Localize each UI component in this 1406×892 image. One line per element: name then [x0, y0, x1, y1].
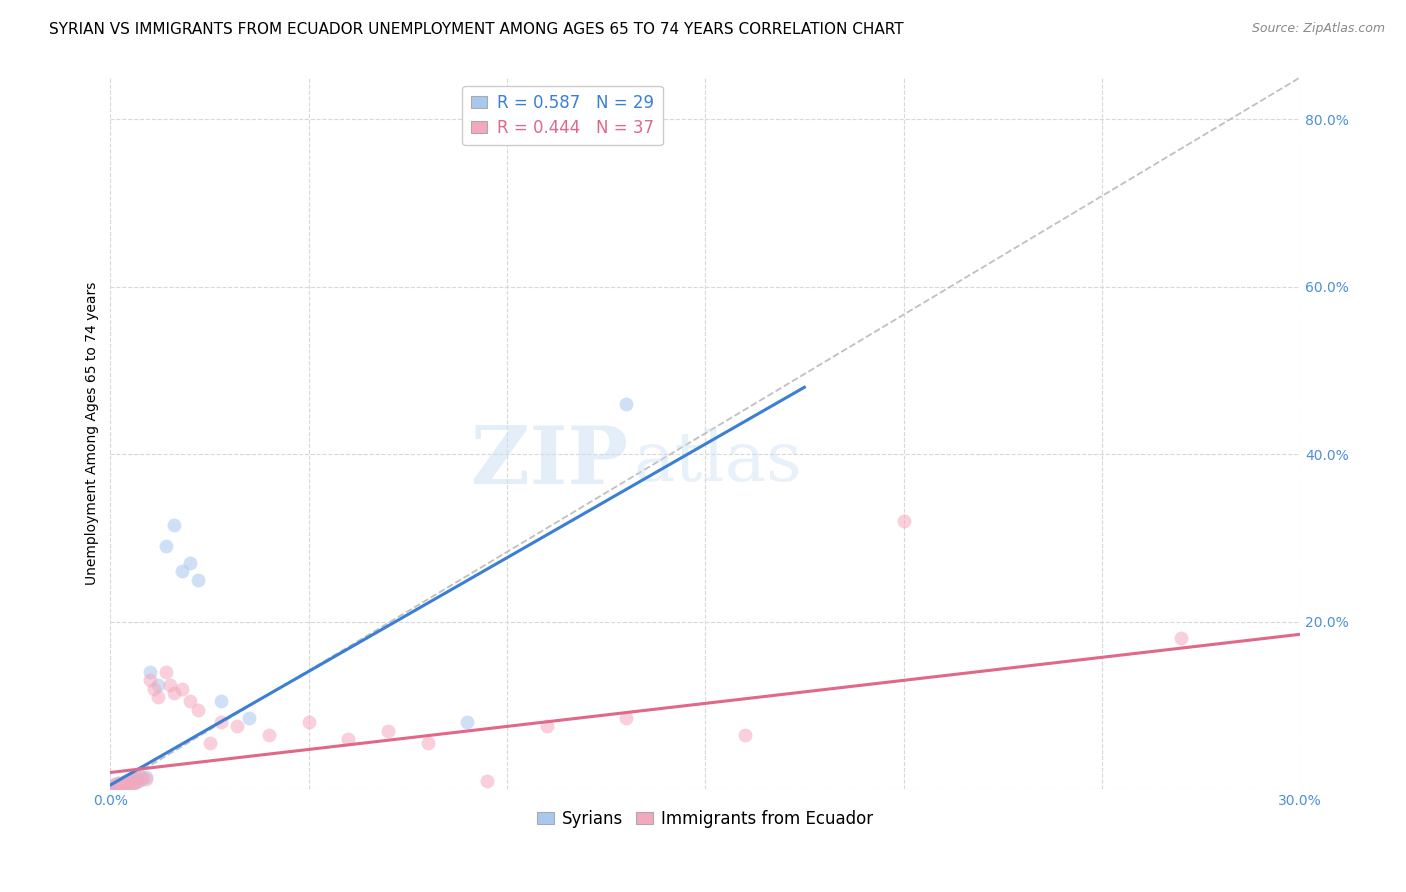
- Point: [111, 779, 134, 793]
- Point: [107, 775, 129, 789]
- Point: [115, 778, 138, 792]
- Text: Source: ZipAtlas.com: Source: ZipAtlas.com: [1251, 22, 1385, 36]
- Point: [107, 778, 129, 792]
- Point: [122, 775, 145, 789]
- Point: [131, 772, 153, 787]
- Point: [127, 773, 149, 788]
- Text: SYRIAN VS IMMIGRANTS FROM ECUADOR UNEMPLOYMENT AMONG AGES 65 TO 74 YEARS CORRELA: SYRIAN VS IMMIGRANTS FROM ECUADOR UNEMPL…: [49, 22, 904, 37]
- Point: [120, 777, 142, 791]
- Point: [416, 736, 439, 750]
- Point: [135, 770, 157, 784]
- Point: [135, 772, 157, 787]
- Point: [103, 778, 125, 792]
- Point: [146, 690, 169, 705]
- Point: [139, 673, 162, 688]
- Point: [107, 780, 129, 794]
- Point: [187, 703, 209, 717]
- Point: [226, 719, 249, 733]
- Point: [614, 397, 637, 411]
- Point: [377, 723, 399, 738]
- Point: [120, 772, 142, 787]
- Point: [115, 778, 138, 792]
- Point: [187, 573, 209, 587]
- Point: [139, 665, 162, 679]
- Point: [211, 694, 233, 708]
- Point: [163, 686, 186, 700]
- Point: [122, 770, 145, 784]
- Point: [103, 777, 125, 791]
- Point: [170, 565, 193, 579]
- Point: [337, 731, 360, 746]
- Point: [614, 711, 637, 725]
- Point: [103, 780, 125, 795]
- Point: [536, 719, 558, 733]
- Point: [198, 736, 221, 750]
- Point: [127, 773, 149, 788]
- Point: [111, 776, 134, 790]
- Point: [143, 681, 166, 696]
- Point: [111, 775, 134, 789]
- Legend: Syrians, Immigrants from Ecuador: Syrians, Immigrants from Ecuador: [530, 803, 880, 834]
- Point: [159, 677, 181, 691]
- Point: [127, 767, 149, 781]
- Point: [179, 556, 201, 570]
- Point: [103, 779, 125, 793]
- Point: [893, 514, 915, 528]
- Text: ZIP: ZIP: [471, 423, 628, 500]
- Point: [107, 776, 129, 790]
- Point: [475, 773, 498, 788]
- Point: [179, 694, 201, 708]
- Point: [238, 711, 260, 725]
- Point: [146, 677, 169, 691]
- Point: [734, 728, 756, 742]
- Point: [1170, 632, 1192, 646]
- Point: [155, 540, 177, 554]
- Point: [111, 779, 134, 793]
- Point: [120, 777, 142, 791]
- Point: [122, 775, 145, 789]
- Point: [122, 772, 145, 787]
- Point: [163, 518, 186, 533]
- Y-axis label: Unemployment Among Ages 65 to 74 years: Unemployment Among Ages 65 to 74 years: [86, 282, 100, 585]
- Point: [115, 773, 138, 788]
- Point: [298, 715, 321, 730]
- Point: [103, 780, 125, 795]
- Point: [170, 681, 193, 696]
- Point: [456, 715, 478, 730]
- Point: [115, 773, 138, 788]
- Point: [211, 715, 233, 730]
- Point: [155, 665, 177, 679]
- Point: [131, 770, 153, 784]
- Point: [257, 728, 280, 742]
- Text: atlas: atlas: [634, 429, 803, 495]
- Point: [107, 780, 129, 794]
